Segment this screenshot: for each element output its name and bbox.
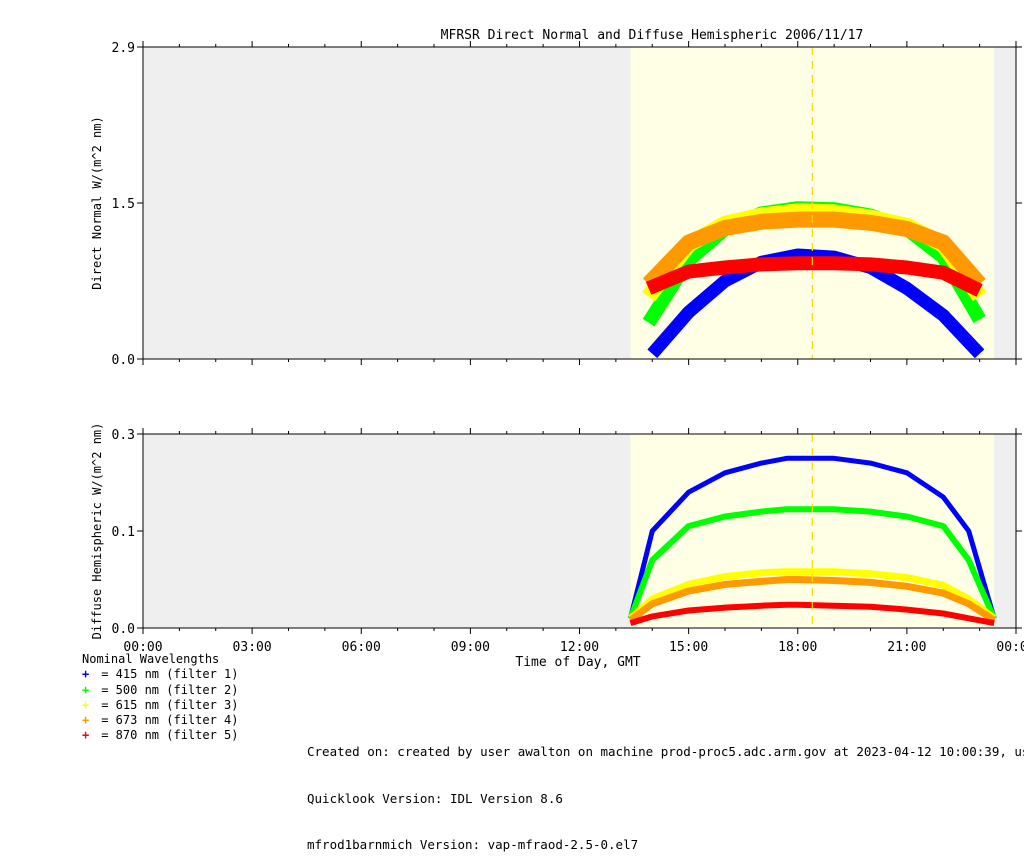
axes-layer: 00:00 03:00 06:00 09:00 12:00 15:00 18:00 21:00… (112, 428, 1024, 655)
x-axis-label: Time of Day, GMT (515, 655, 640, 670)
legend-item: + = 673 nm (filter 4) (82, 713, 239, 728)
legend-item-label: = 500 nm (filter 2) (94, 682, 239, 697)
legend: Nominal Wavelengths + = 415 nm (filter 1… (82, 652, 239, 744)
plus-marker-icon: + (82, 682, 90, 697)
x-tick-label: 15:00 (669, 640, 708, 655)
x-tick-label: 21:00 (887, 640, 926, 655)
footer-quicklook: Quicklook Version: IDL Version 8.6 (307, 790, 563, 806)
x-tick-label: 18:00 (778, 640, 817, 655)
legend-item: + = 870 nm (filter 5) (82, 728, 239, 743)
axes-layer: 0.0 1.5 2.9 (112, 41, 1022, 368)
plus-marker-icon: + (82, 728, 90, 743)
y-tick-label: 0.0 (112, 353, 135, 368)
footer: Created on: created by user awalton on m… (307, 713, 1024, 868)
x-tick-label: 12:00 (560, 640, 599, 655)
plus-marker-icon: + (82, 667, 90, 682)
x-tick-label: 00:00 (123, 640, 162, 655)
footer-created: Created on: created by user awalton on m… (307, 744, 1024, 759)
x-tick-label: 00:00 (996, 640, 1024, 655)
series-415nm (647, 248, 985, 359)
series-870nm (629, 601, 995, 627)
y-axis-label: Diffuse Hemispheric W/(m^2 nm) (90, 423, 104, 640)
legend-item: + = 500 nm (filter 2) (82, 683, 239, 698)
y-tick-label: 0.1 (112, 525, 135, 540)
plus-marker-icon: + (82, 713, 90, 728)
x-tick-label: 03:00 (233, 640, 272, 655)
chart-title: MFRSR Direct Normal and Diffuse Hemisphe… (441, 28, 864, 43)
legend-item-label: = 870 nm (filter 5) (94, 728, 239, 743)
y-tick-label: 0.3 (112, 428, 135, 443)
series-673nm (642, 211, 986, 290)
series-673nm (628, 576, 997, 624)
y-tick-label: 2.9 (112, 41, 135, 56)
y-tick-label: 0.0 (112, 622, 135, 637)
legend-item: + = 615 nm (filter 3) (82, 698, 239, 713)
series-layer (627, 455, 997, 627)
legend-item-label: = 615 nm (filter 3) (94, 697, 239, 712)
series-415nm (627, 455, 997, 620)
legend-item: + = 415 nm (filter 1) (82, 667, 239, 682)
chart-figure: MFRSR Direct Normal and Diffuse Hemisphe… (90, 28, 1024, 670)
footer-version: mfrod1barnmich Version: vap-mfraod-2.5-0… (307, 837, 639, 852)
series-500nm (627, 506, 997, 620)
series-870nm (645, 256, 983, 297)
diffuse-hemispheric-panel: 00:00 03:00 06:00 09:00 12:00 15:00 18:00 21:00… (90, 423, 1024, 655)
series-615nm (628, 568, 997, 622)
x-tick-label: 09:00 (451, 640, 490, 655)
legend-item-label: = 415 nm (filter 1) (94, 667, 239, 682)
legend-item-label: = 673 nm (filter 4) (94, 713, 239, 728)
direct-normal-panel: 0.0 1.5 2.9 Direct Normal W/(m^2 nm) (90, 41, 1022, 368)
plus-marker-icon: + (82, 697, 90, 712)
y-tick-label: 1.5 (112, 197, 135, 212)
x-tick-label: 06:00 (342, 640, 381, 655)
y-axis-label: Direct Normal W/(m^2 nm) (90, 116, 104, 289)
legend-title: Nominal Wavelengths (82, 652, 220, 666)
series-layer (642, 201, 987, 359)
